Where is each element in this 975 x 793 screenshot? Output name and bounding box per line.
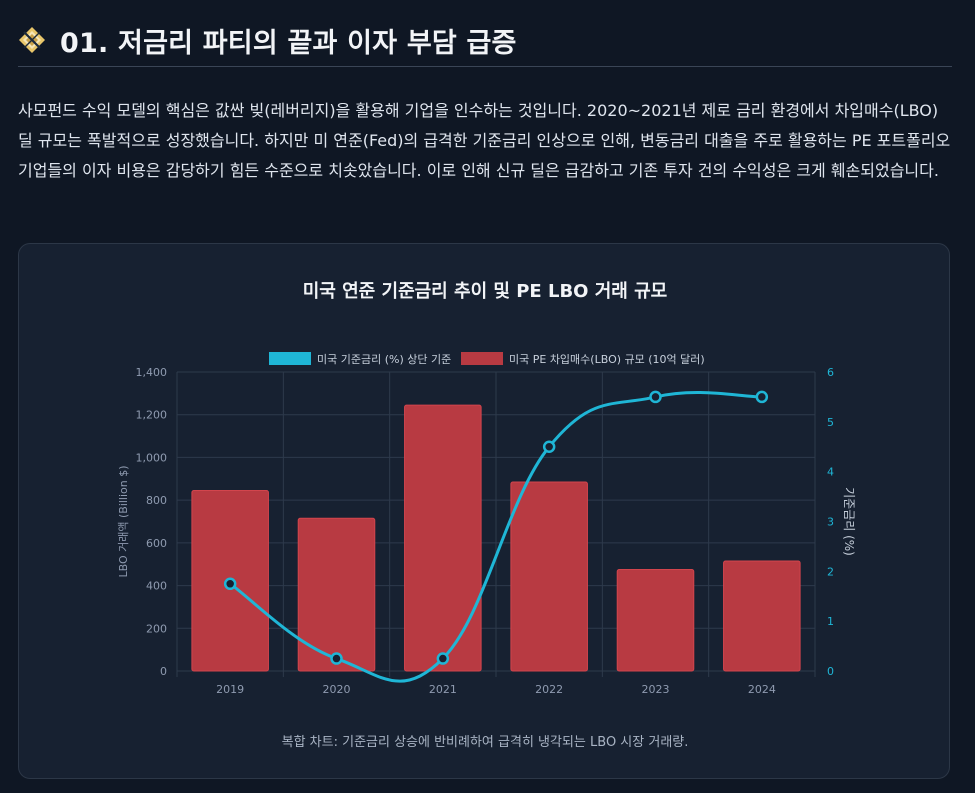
combo-chart: 0 200 400 600 800 1,000 1,200 1,400 0 1 2 3 4 5 6 2019 2…	[117, 352, 856, 696]
chart-card: 미국 연준 기준금리 추이 및 PE LBO 거래 규모 0 200 400 600 8…	[18, 243, 950, 779]
rate-point-2023	[649, 390, 662, 404]
lbo-bar-2020	[297, 517, 376, 672]
y-tick-label-left: 800	[146, 494, 167, 507]
lbo-bar-2021	[404, 404, 482, 672]
x-tick-label: 2024	[748, 683, 776, 696]
y-tick-label-right: 2	[827, 565, 834, 578]
x-tick-label: 2023	[642, 683, 670, 696]
y-tick-label-left: 600	[146, 537, 167, 550]
y-tick-label-right: 5	[827, 416, 834, 429]
y-tick-label-right: 6	[827, 366, 834, 379]
y-tick-label-left: 200	[146, 622, 167, 635]
legend-swatch-lbo	[461, 352, 503, 365]
rate-point-2022	[542, 440, 556, 453]
page-title: 01. 저금리 파티의 끝과 이자 부담 급증	[60, 27, 517, 59]
legend-label-lbo: 미국 PE 차입매수(LBO) 규모 (10억 달러)	[509, 353, 705, 366]
y-tick-label-left: 1,400	[136, 366, 168, 379]
y-tick-label-left: 1,000	[136, 451, 168, 464]
y-tick-label-right: 4	[827, 466, 834, 479]
y-axis-label-right: 기준금리 (%)	[842, 487, 856, 556]
x-tick-label: 2021	[429, 683, 457, 696]
x-tick-label: 2020	[323, 683, 351, 696]
y-tick-label-right: 0	[827, 665, 834, 678]
legend-swatch-rate	[269, 352, 311, 365]
y-tick-label-left: 1,200	[136, 409, 168, 422]
lbo-bar-2023	[616, 569, 695, 672]
legend-label-rate: 미국 기준금리 (%) 상단 기준	[317, 353, 451, 366]
rate-point-2019	[223, 577, 237, 591]
y-tick-label-left: 0	[160, 665, 167, 678]
rate-point-2020	[330, 652, 343, 665]
y-tick-label-left: 400	[146, 580, 167, 593]
y-axis-label-left: LBO 거래액 (Billion $)	[117, 465, 130, 577]
chart-title: 미국 연준 기준금리 추이 및 PE LBO 거래 규모	[302, 281, 668, 302]
section-header: 01. 저금리 파티의 끝과 이자 부담 급증	[18, 14, 952, 67]
intro-paragraph: 사모펀드 수익 모델의 핵심은 값싼 빚(레버리지)을 활용해 기업을 인수하는…	[18, 101, 951, 180]
chart-caption: 복합 차트: 기준금리 상승에 반비례하여 급격히 냉각되는 LBO 시장 거래…	[281, 735, 689, 750]
rate-point-2024	[755, 390, 769, 404]
y-tick-label-right: 3	[827, 516, 834, 529]
x-tick-label: 2019	[216, 683, 244, 696]
rate-point-2021	[436, 652, 450, 665]
x-tick-label: 2022	[535, 683, 563, 696]
y-tick-label-right: 1	[827, 615, 834, 628]
lbo-bar-2024	[723, 560, 801, 672]
lbo-bar-2022	[510, 481, 588, 672]
compass-diamond-icon	[19, 27, 45, 53]
